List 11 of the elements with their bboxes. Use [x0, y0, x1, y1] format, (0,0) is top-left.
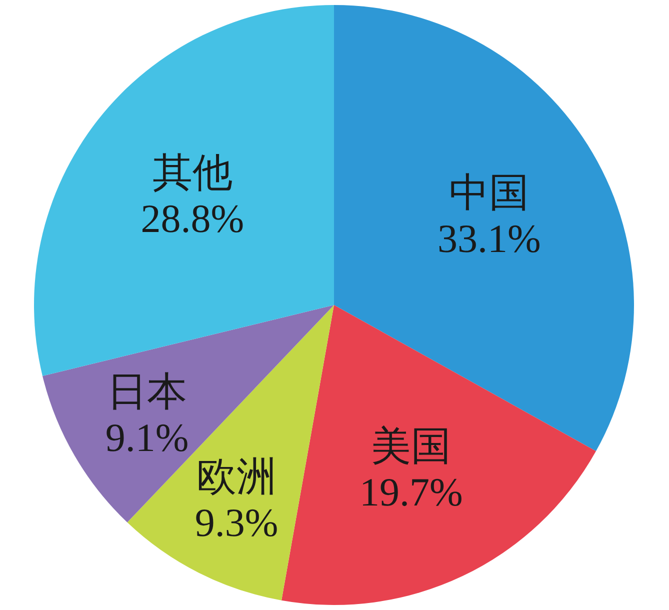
data-label: 9.1%	[105, 415, 189, 460]
slice-label: 中国	[449, 170, 530, 215]
data-label: 28.8%	[140, 196, 244, 241]
data-label: 33.1%	[438, 216, 541, 261]
pie-slice	[281, 305, 596, 605]
slice-label: 日本	[107, 369, 188, 414]
slice-label: 欧洲	[196, 454, 277, 499]
data-label: 19.7%	[359, 470, 463, 515]
slice-label: 美国	[371, 424, 452, 469]
data-label: 9.3%	[194, 500, 278, 545]
slice-label: 其他	[152, 150, 232, 195]
